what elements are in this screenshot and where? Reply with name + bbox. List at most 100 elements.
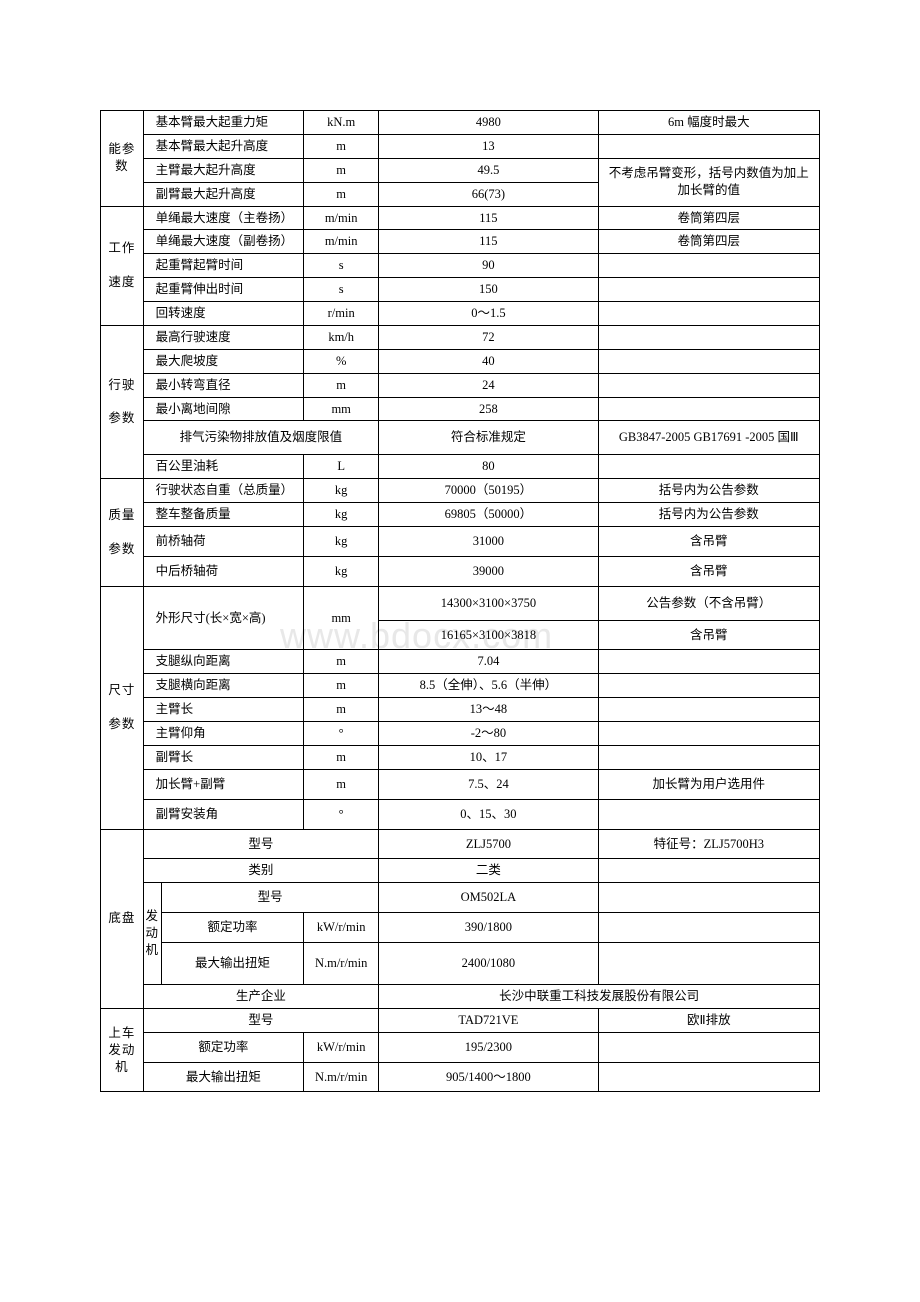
param-value: 40 — [379, 349, 598, 373]
table-row: 副臂安装角 ° 0、15、30 — [101, 799, 820, 829]
param-label: 副臂安装角 — [143, 799, 303, 829]
param-label: 型号 — [143, 1008, 379, 1032]
param-label: 型号 — [161, 883, 378, 913]
table-row: 中后桥轴荷 kg 39000 含吊臂 — [101, 556, 820, 586]
param-unit: kg — [304, 503, 379, 527]
param-unit: m — [304, 769, 379, 799]
table-row: 最小离地间隙 mm 258 — [101, 397, 820, 421]
param-unit: kW/r/min — [304, 913, 379, 943]
param-label: 排气污染物排放值及烟度限值 — [143, 421, 379, 455]
param-label: 最大输出扭矩 — [161, 943, 303, 985]
param-value: 14300×3100×3750 — [379, 586, 598, 620]
param-unit: m — [304, 745, 379, 769]
param-value: 72 — [379, 325, 598, 349]
table-row: 主臂仰角 ° -2～80 — [101, 722, 820, 746]
param-note — [598, 325, 819, 349]
table-row: 工作 速度 单绳最大速度（主卷扬） m/min 115 卷筒第四层 — [101, 206, 820, 230]
param-unit: kg — [304, 526, 379, 556]
param-value: 390/1800 — [379, 913, 598, 943]
param-unit: mm — [304, 586, 379, 650]
param-label: 最小离地间隙 — [143, 397, 303, 421]
param-note — [598, 134, 819, 158]
param-note: 括号内为公告参数 — [598, 479, 819, 503]
param-note: 欧Ⅱ排放 — [598, 1008, 819, 1032]
param-label: 单绳最大速度（主卷扬） — [143, 206, 303, 230]
param-value: 8.5（全伸）、5.6（半伸） — [379, 674, 598, 698]
param-unit: mm — [304, 397, 379, 421]
table-row: 质量 参数 行驶状态自重（总质量） kg 70000（50195） 括号内为公告… — [101, 479, 820, 503]
param-note: 6m 幅度时最大 — [598, 111, 819, 135]
table-row: 尺寸 参数 外形尺寸(长×宽×高) mm 14300×3100×3750 公告参… — [101, 586, 820, 620]
param-note — [598, 674, 819, 698]
param-note: 含吊臂 — [598, 620, 819, 650]
table-row: 支腿纵向距离 m 7.04 — [101, 650, 820, 674]
param-label: 最大输出扭矩 — [143, 1062, 303, 1092]
param-label: 最大爬坡度 — [143, 349, 303, 373]
param-note: 加长臂为用户选用件 — [598, 769, 819, 799]
param-label: 支腿横向距离 — [143, 674, 303, 698]
param-note: GB3847-2005 GB17691 -2005 国Ⅲ — [598, 421, 819, 455]
param-note — [598, 278, 819, 302]
param-label: 型号 — [143, 829, 379, 859]
param-value: -2～80 — [379, 722, 598, 746]
param-unit: m — [304, 373, 379, 397]
param-value: 115 — [379, 230, 598, 254]
param-label: 支腿纵向距离 — [143, 650, 303, 674]
param-note: 不考虑吊臂变形，括号内数值为加上加长臂的值 — [598, 158, 819, 206]
table-row: 整车整备质量 kg 69805（50000） 括号内为公告参数 — [101, 503, 820, 527]
table-row: 发 动 机 型号 OM502LA — [101, 883, 820, 913]
param-label: 中后桥轴荷 — [143, 556, 303, 586]
table-row: 基本臂最大起升高度 m 13 — [101, 134, 820, 158]
param-unit: m — [304, 182, 379, 206]
table-row: 前桥轴荷 kg 31000 含吊臂 — [101, 526, 820, 556]
table-row: 能参数 基本臂最大起重力矩 kN.m 4980 6m 幅度时最大 — [101, 111, 820, 135]
param-value: 66(73) — [379, 182, 598, 206]
param-note: 卷筒第四层 — [598, 230, 819, 254]
param-value: 7.04 — [379, 650, 598, 674]
param-value: 16165×3100×3818 — [379, 620, 598, 650]
param-unit: m — [304, 134, 379, 158]
param-note — [598, 373, 819, 397]
table-row: 最小转弯直径 m 24 — [101, 373, 820, 397]
param-note — [598, 913, 819, 943]
param-value: 90 — [379, 254, 598, 278]
table-row: 起重臂起臂时间 s 90 — [101, 254, 820, 278]
param-unit: kN.m — [304, 111, 379, 135]
param-value: 115 — [379, 206, 598, 230]
param-note — [598, 1032, 819, 1062]
param-unit: kW/r/min — [304, 1032, 379, 1062]
param-note: 含吊臂 — [598, 556, 819, 586]
param-value: 7.5、24 — [379, 769, 598, 799]
param-note — [598, 302, 819, 326]
table-row: 额定功率 kW/r/min 390/1800 — [101, 913, 820, 943]
param-value: 10、17 — [379, 745, 598, 769]
param-note — [598, 943, 819, 985]
param-value: 905/1400～1800 — [379, 1062, 598, 1092]
param-value: 31000 — [379, 526, 598, 556]
param-value: 0、15、30 — [379, 799, 598, 829]
param-note — [598, 883, 819, 913]
param-label: 行驶状态自重（总质量） — [143, 479, 303, 503]
table-row: 生产企业 长沙中联重工科技发展股份有限公司 — [101, 984, 820, 1008]
param-label: 类别 — [143, 859, 379, 883]
param-label: 副臂最大起升高度 — [143, 182, 303, 206]
table-row: 加长臂+副臂 m 7.5、24 加长臂为用户选用件 — [101, 769, 820, 799]
param-label: 加长臂+副臂 — [143, 769, 303, 799]
param-label: 前桥轴荷 — [143, 526, 303, 556]
param-unit: km/h — [304, 325, 379, 349]
param-unit: s — [304, 278, 379, 302]
subsection-label: 发 动 机 — [143, 883, 161, 985]
param-label: 生产企业 — [143, 984, 379, 1008]
param-unit: N.m/r/min — [304, 1062, 379, 1092]
param-label: 百公里油耗 — [143, 455, 303, 479]
table-row: 起重臂伸出时间 s 150 — [101, 278, 820, 302]
table-row: 上车发动机 型号 TAD721VE 欧Ⅱ排放 — [101, 1008, 820, 1032]
param-unit: s — [304, 254, 379, 278]
param-note: 卷筒第四层 — [598, 206, 819, 230]
param-unit: m/min — [304, 206, 379, 230]
table-row: 最大输出扭矩 N.m/r/min 2400/1080 — [101, 943, 820, 985]
param-label: 主臂仰角 — [143, 722, 303, 746]
param-note — [598, 397, 819, 421]
table-row: 单绳最大速度（副卷扬） m/min 115 卷筒第四层 — [101, 230, 820, 254]
param-value: 13～48 — [379, 698, 598, 722]
